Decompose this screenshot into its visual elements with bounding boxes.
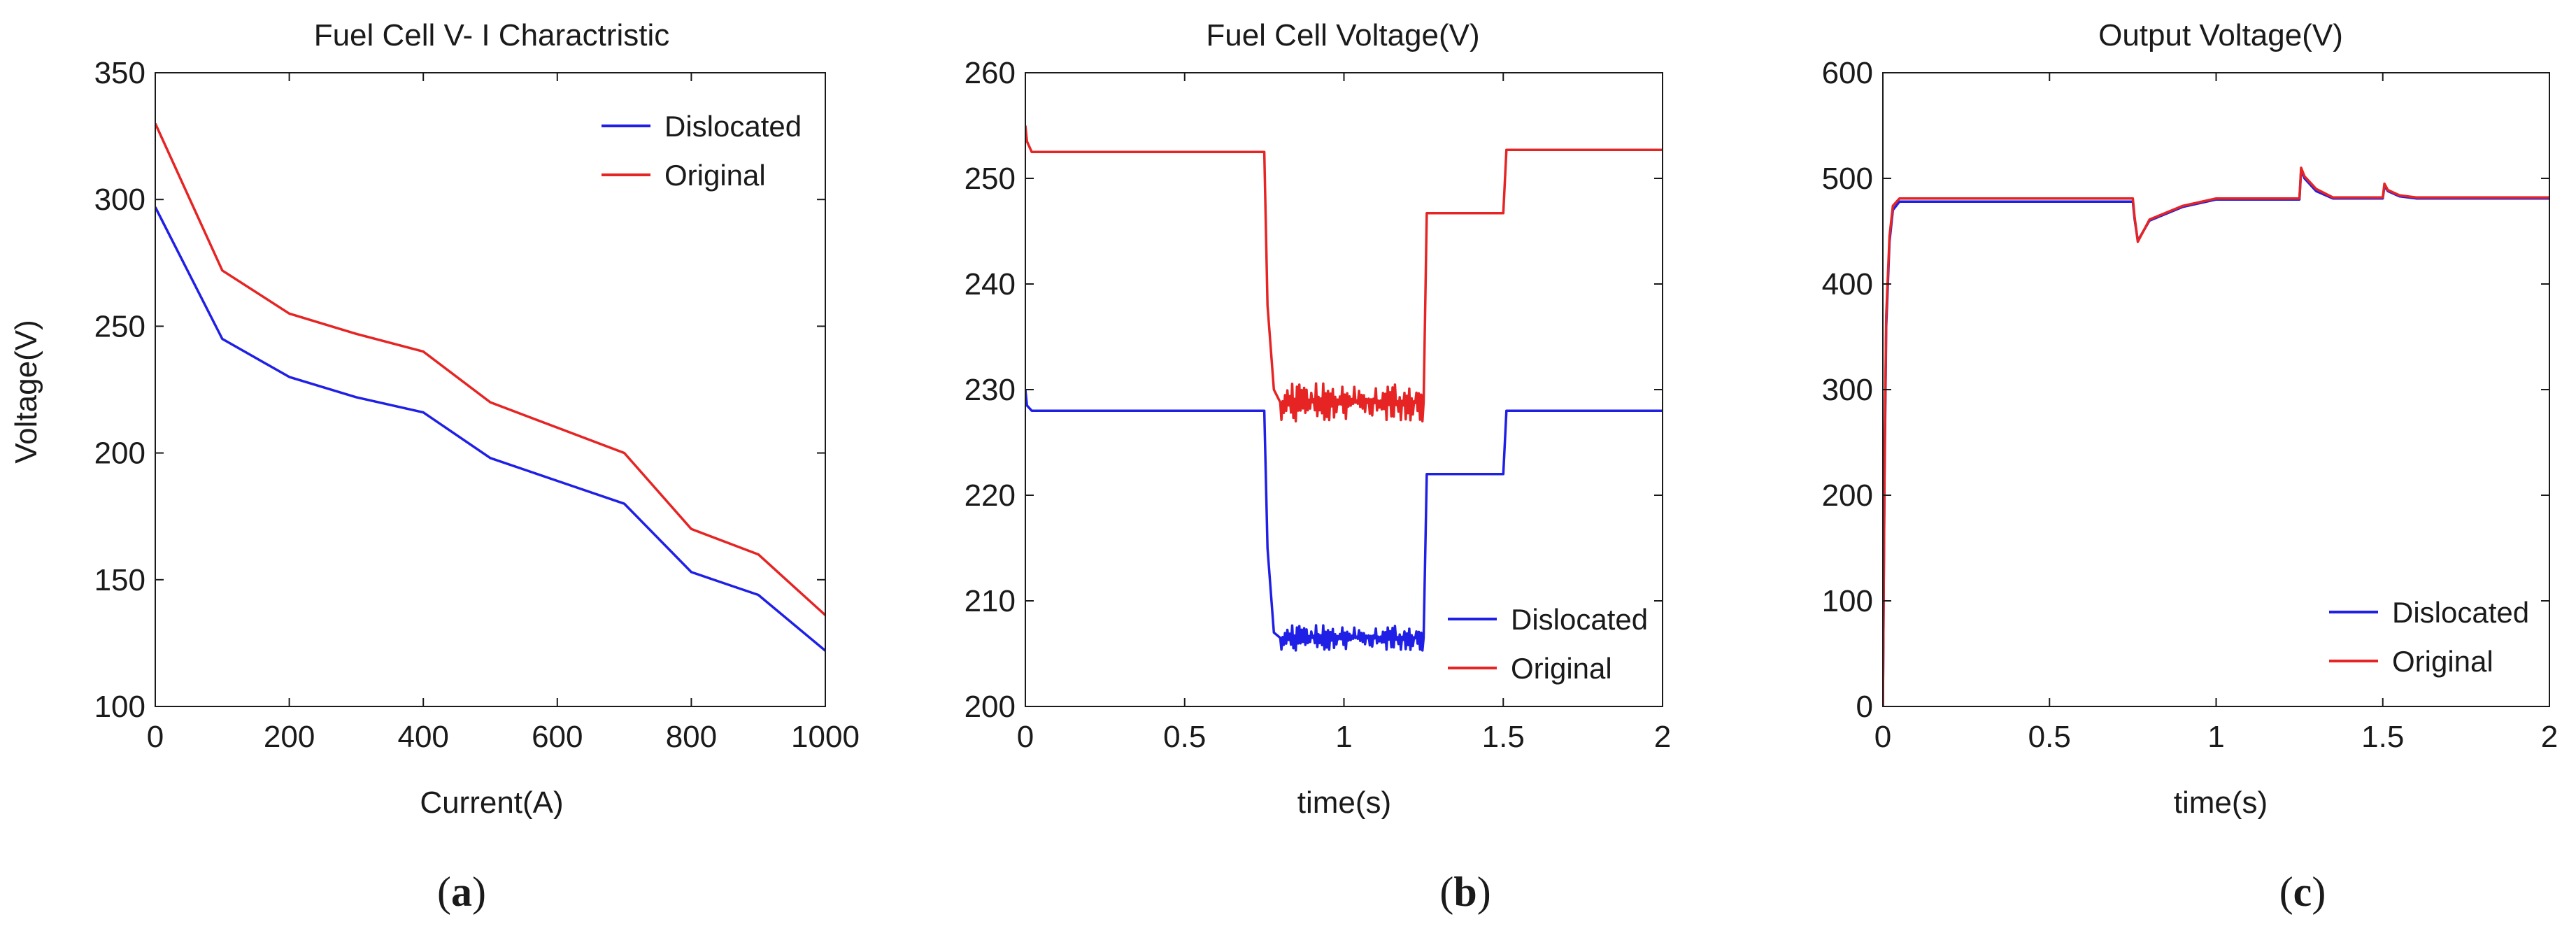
x-tick-label-b: 2: [1654, 720, 1671, 754]
x-tick-label-a: 200: [264, 720, 315, 754]
chart-title-c: Output Voltage(V): [2098, 18, 2343, 52]
chart-ylabel-a: Voltage(V): [9, 320, 43, 463]
y-tick-label-a: 150: [94, 563, 145, 597]
chart-xlabel-b: time(s): [1297, 786, 1391, 820]
y-tick-label-a: 350: [94, 56, 145, 90]
legend-label-original: Original: [2392, 645, 2493, 678]
legend-label-dislocated: Dislocated: [664, 110, 802, 143]
y-tick-label-c: 200: [1822, 478, 1873, 513]
x-tick-label-c: 0.5: [2028, 720, 2071, 754]
plot-area-a: 0 200 400 600 800 1000 100 150 200 250 300 350 Dislo…: [94, 56, 860, 754]
x-tick-label-a: 1000: [791, 720, 860, 754]
y-tick-label-c: 600: [1822, 56, 1873, 90]
chart-panel-b: Fuel Cell Voltage(V) time(s) (b) 0 0.5 1 1.…: [965, 18, 1672, 915]
x-tick-label-a: 600: [532, 720, 583, 754]
legend-label-original: Original: [1511, 652, 1612, 685]
x-tick-label-c: 2: [2541, 720, 2558, 754]
chart-title-b: Fuel Cell Voltage(V): [1206, 18, 1479, 52]
chart-title-a: Fuel Cell V- I Charactristic: [314, 18, 670, 52]
panel-label-b: (b): [1439, 869, 1490, 915]
legend-b: Dislocated Original: [1448, 603, 1648, 685]
y-tick-label-b: 250: [965, 162, 1016, 196]
y-tick-label-c: 500: [1822, 162, 1873, 196]
series-line-b-original: [1025, 125, 1663, 422]
panel-label-b-letter: b: [1453, 869, 1476, 915]
y-tick-label-a: 200: [94, 436, 145, 471]
series-line-a-original: [155, 122, 825, 616]
legend-c: Dislocated Original: [2329, 596, 2529, 678]
axes-frame-a: [155, 72, 826, 707]
y-tick-label-b: 230: [965, 373, 1016, 407]
x-tick-label-b: 1: [1335, 720, 1352, 754]
panel-label-c-letter: c: [2293, 869, 2312, 915]
y-tick-label-a: 300: [94, 183, 145, 217]
y-tick-label-b: 200: [965, 690, 1016, 724]
x-tick-label-b: 0.5: [1163, 720, 1206, 754]
series-line-c-original: [1883, 166, 2549, 706]
plot-area-c: 0 0.5 1 1.5 2 0 100 200 300 400 500 600 Dislocated Or…: [1822, 56, 2559, 754]
x-tick-label-b: 0: [1017, 720, 1034, 754]
legend-a: Dislocated Original: [602, 110, 802, 192]
legend-label-original: Original: [664, 159, 766, 192]
chart-panel-c: Output Voltage(V) time(s) (c) 0 0.5 1 1.5 20…: [1822, 18, 2559, 915]
y-tick-label-c: 400: [1822, 267, 1873, 301]
legend-label-dislocated: Dislocated: [1511, 603, 1648, 636]
x-tick-label-a: 0: [147, 720, 164, 754]
y-tick-label-b: 220: [965, 478, 1016, 513]
y-tick-label-b: 240: [965, 267, 1016, 301]
chart-panel-a: Fuel Cell V- I Charactristic Voltage(V) …: [9, 18, 860, 915]
y-tick-label-b: 260: [965, 56, 1016, 90]
y-tick-label-c: 300: [1822, 373, 1873, 407]
x-tick-label-a: 800: [666, 720, 717, 754]
series-line-b-dislocated: [1025, 389, 1663, 652]
x-tick-label-c: 1: [2207, 720, 2224, 754]
x-tick-label-a: 400: [397, 720, 448, 754]
chart-xlabel-a: Current(A): [420, 786, 563, 820]
panel-label-c: (c): [2279, 869, 2326, 915]
plot-area-b: 0 0.5 1 1.5 2 200 210 220 230 240 250 260 Dislocated…: [965, 56, 1672, 754]
chart-xlabel-c: time(s): [2174, 786, 2268, 820]
y-tick-label-c: 100: [1822, 584, 1873, 618]
legend-label-dislocated: Dislocated: [2392, 596, 2529, 629]
panel-label-a: (a): [437, 869, 486, 915]
x-tick-label-b: 1.5: [1482, 720, 1525, 754]
x-tick-label-c: 1.5: [2361, 720, 2404, 754]
y-tick-label-b: 210: [965, 584, 1016, 618]
x-tick-label-c: 0: [1874, 720, 1891, 754]
y-tick-label-a: 100: [94, 690, 145, 724]
series-line-a-dislocated: [155, 206, 825, 652]
y-tick-label-a: 250: [94, 309, 145, 343]
y-tick-label-c: 0: [1856, 690, 1873, 724]
panel-label-a-letter: a: [451, 869, 472, 915]
